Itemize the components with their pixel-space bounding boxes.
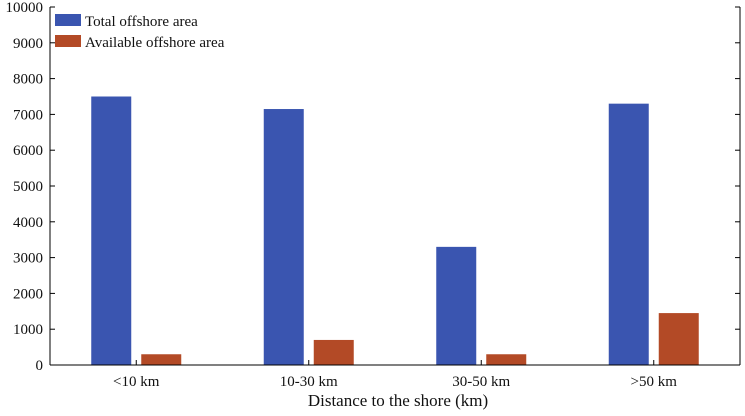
y-tick-label: 9000 <box>13 36 43 52</box>
legend-swatch-2 <box>55 35 81 47</box>
x-tick-label: >50 km <box>631 374 678 390</box>
y-tick-label: 6000 <box>13 143 43 159</box>
bar-total-4 <box>608 103 649 365</box>
legend-swatch-1 <box>55 14 81 26</box>
y-tick-label: 5000 <box>13 179 43 195</box>
bar-total-1 <box>91 96 132 365</box>
y-tick-label: 0 <box>36 358 44 374</box>
y-tick-label: 4000 <box>13 215 43 231</box>
y-tick-label: 2000 <box>13 286 43 302</box>
x-axis-label: Distance to the shore (km) <box>308 391 488 410</box>
x-tick-label: 30-50 km <box>452 374 510 390</box>
bar-available-2 <box>313 339 354 365</box>
legend: Total offshore area Available offshore ar… <box>55 14 225 51</box>
bar-available-3 <box>486 354 527 365</box>
y-tick-label: 7000 <box>13 107 43 123</box>
bar-available-4 <box>658 313 699 365</box>
bar-total-3 <box>436 246 477 365</box>
y-tick-label: 1000 <box>13 322 43 338</box>
bar-total-2 <box>263 109 304 365</box>
legend-label-2: Available offshore area <box>85 35 225 51</box>
y-tick-label: 10000 <box>6 0 44 16</box>
y-tick-label: 3000 <box>13 251 43 267</box>
y-tick-label: 8000 <box>13 72 43 88</box>
bar-available-1 <box>141 354 182 365</box>
x-tick-label: <10 km <box>113 374 160 390</box>
bars-layer <box>91 96 699 365</box>
x-tick-label: 10-30 km <box>280 374 338 390</box>
legend-label-1: Total offshore area <box>85 14 198 30</box>
ticks-layer: 0 1000 2000 3000 4000 5000 6000 7000 8000 9000 100… <box>6 0 740 390</box>
